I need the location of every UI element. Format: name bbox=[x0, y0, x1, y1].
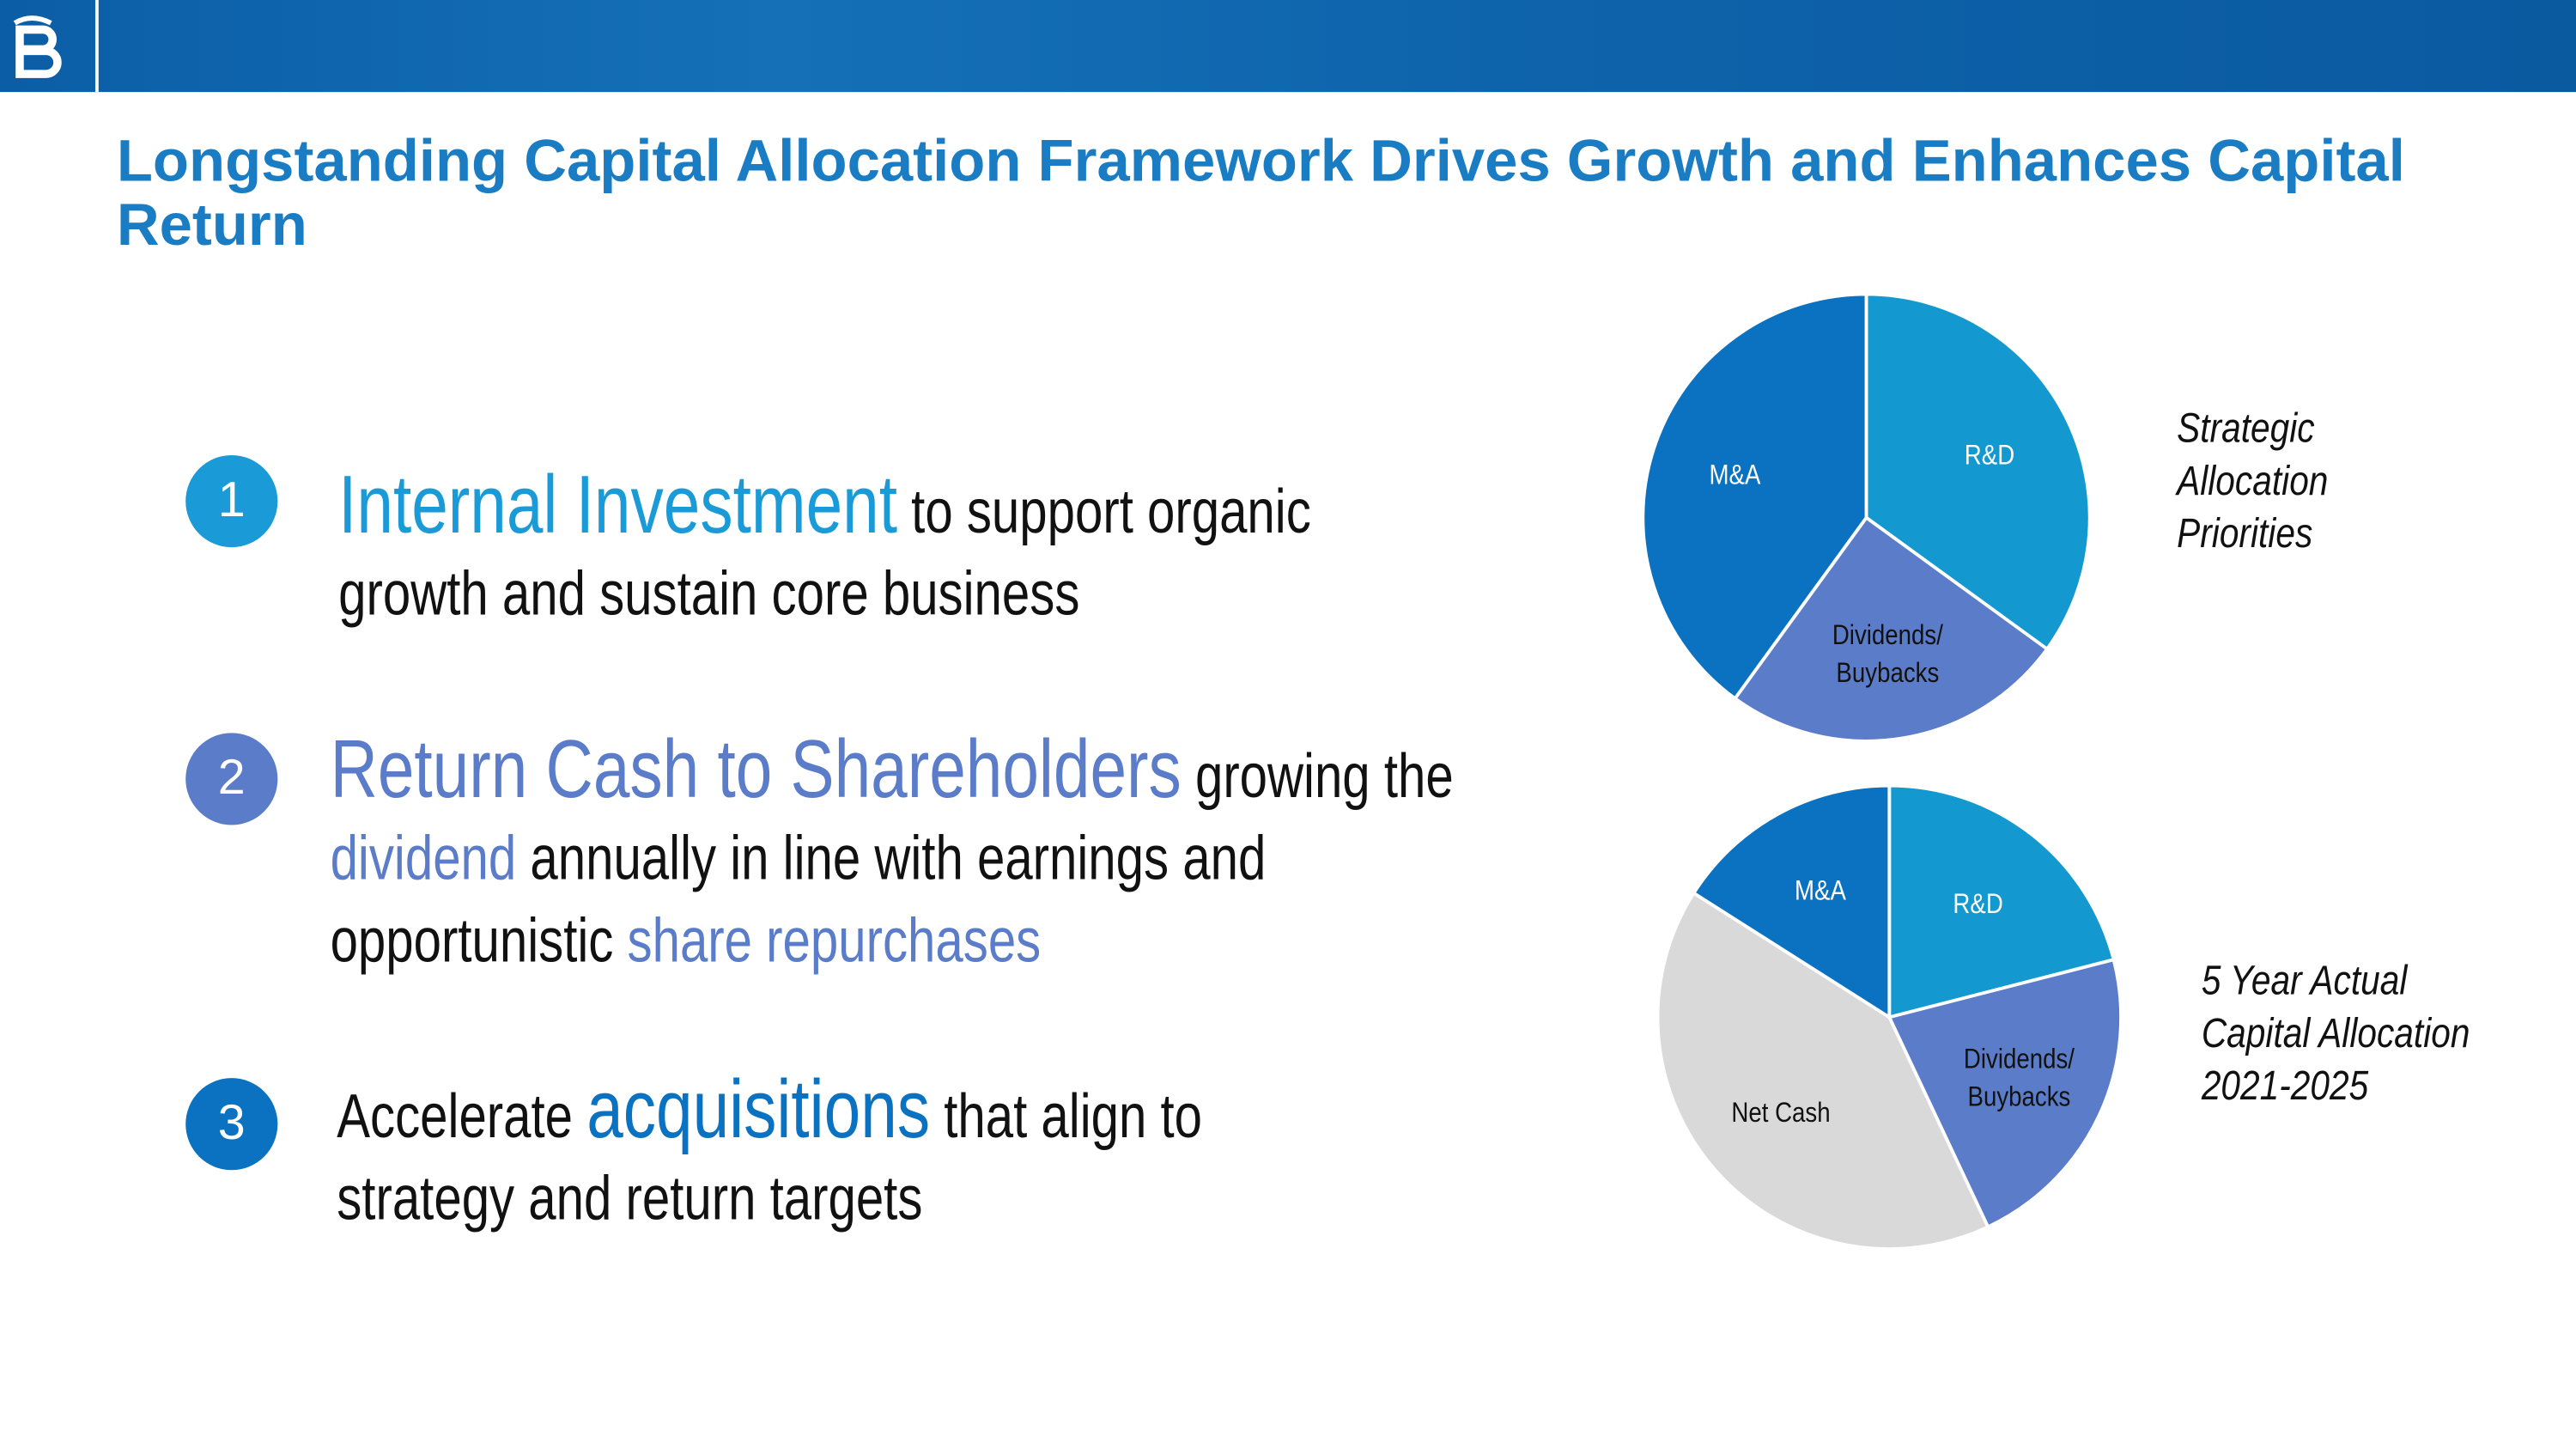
step-text: Internal Investment to support organic gr… bbox=[338, 464, 1311, 636]
slice-label: M&A bbox=[1794, 875, 1846, 907]
pie-slice bbox=[1656, 891, 1990, 1251]
slice-label: Dividends/ Buybacks bbox=[1964, 1044, 2075, 1113]
pie-slice bbox=[1732, 515, 2050, 743]
step-text-part: strategy and return targets bbox=[337, 1165, 923, 1234]
pie-slice bbox=[1886, 957, 2123, 1229]
pie-slice bbox=[1887, 783, 2116, 1020]
pie-slice bbox=[1641, 292, 1868, 701]
step-badge: 3 bbox=[185, 1078, 278, 1171]
pie-slice bbox=[1864, 292, 2092, 652]
step-text-part: growth and sustain core business bbox=[338, 560, 1080, 630]
pie-slice bbox=[1691, 783, 1892, 1020]
step-lead: Internal Investment bbox=[338, 458, 898, 551]
slice-label: Net Cash bbox=[1732, 1096, 1832, 1129]
step-text-part: that align to bbox=[930, 1082, 1203, 1153]
slice-label: M&A bbox=[1709, 459, 1761, 491]
step-text-part: annually in line with earnings and bbox=[516, 825, 1267, 894]
logo-mark bbox=[13, 15, 62, 78]
step-lead: acquisitions bbox=[586, 1062, 931, 1156]
slide-title: Longstanding Capital Allocation Framewor… bbox=[116, 126, 2405, 259]
logo bbox=[0, 0, 99, 93]
slice-label: R&D bbox=[1965, 439, 2015, 471]
chart-title: 5 Year Actual Capital Allocation 2021-20… bbox=[2201, 958, 2470, 1110]
step-text-part: to support organic bbox=[897, 478, 1311, 548]
step-text-part: opportunistic bbox=[330, 907, 628, 977]
step-highlight: share repurchases bbox=[627, 907, 1042, 977]
slice-label: R&D bbox=[1952, 887, 2003, 920]
step-text-part: Accelerate bbox=[337, 1082, 587, 1153]
slice-label: Dividends/ Buybacks bbox=[1832, 619, 1944, 690]
step-badge: 2 bbox=[185, 733, 278, 825]
step-text: Return Cash to Shareholders growing the d… bbox=[331, 728, 1454, 983]
step-badge: 1 bbox=[185, 454, 278, 548]
step-text-part: growing the bbox=[1181, 742, 1454, 813]
chart-title: Strategic Allocation Priorities bbox=[2177, 405, 2329, 557]
step-highlight: dividend bbox=[330, 825, 517, 894]
step-text: Accelerate acquisitions that align to str… bbox=[337, 1068, 1202, 1241]
header-bar bbox=[0, 0, 2576, 93]
step-lead: Return Cash to Shareholders bbox=[330, 722, 1182, 815]
